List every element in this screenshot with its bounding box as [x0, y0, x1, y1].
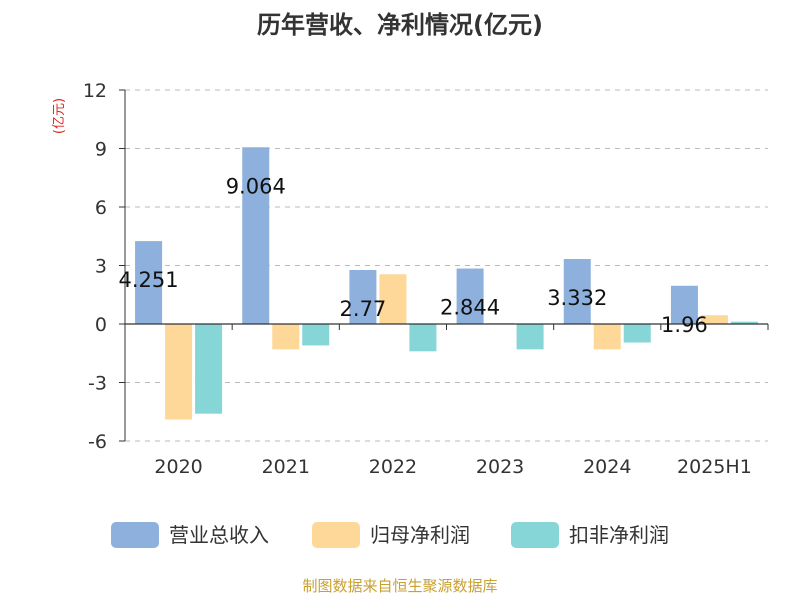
bar-2-3: [516, 324, 544, 350]
legend-swatch: [312, 522, 360, 548]
legend-swatch: [111, 522, 159, 548]
bar-0-3: [456, 268, 484, 324]
bar-2-4: [623, 324, 651, 343]
bar-1-5: [700, 315, 728, 324]
bar-0-1: [242, 147, 270, 324]
bar-2-0: [195, 324, 223, 414]
legend-label: 扣非净利润: [569, 523, 669, 547]
data-label: 2.77: [340, 297, 387, 321]
y-tick-label: 0: [95, 314, 107, 336]
y-tick-label: 3: [95, 256, 107, 278]
x-tick-label: 2023: [476, 456, 524, 478]
data-label: 9.064: [226, 174, 286, 198]
y-tick-label: -3: [88, 373, 107, 395]
bars-group: [135, 147, 758, 420]
y-tick-label: 9: [95, 139, 107, 161]
legend-label: 归母净利润: [370, 523, 470, 547]
bar-0-2: [349, 269, 377, 324]
x-tick-label: 2020: [154, 456, 202, 478]
bar-2-1: [302, 324, 330, 346]
y-tick-label: 12: [83, 80, 107, 102]
y-axis-label: (亿元): [52, 98, 67, 134]
x-tick-label: 2022: [369, 456, 417, 478]
bar-2-2: [409, 324, 437, 352]
bar-0-0: [135, 241, 163, 324]
chart-title: 历年营收、净利情况(亿元): [257, 11, 543, 39]
data-label: 2.844: [440, 296, 500, 320]
bar-1-1: [272, 324, 300, 350]
data-label: 3.332: [547, 286, 607, 310]
x-tick-label: 2024: [583, 456, 631, 478]
bar-2-5: [730, 321, 758, 324]
legend: 营业总收入 归母净利润 扣非净利润: [111, 522, 669, 548]
bar-0-4: [563, 259, 591, 324]
source-note: 制图数据来自恒生聚源数据库: [302, 577, 497, 595]
data-label: 1.96: [661, 313, 708, 337]
data-label: 4.251: [119, 268, 179, 292]
grid-lines: [125, 89, 768, 442]
y-tick-label: 6: [95, 197, 107, 219]
data-labels-group: 4.251 9.064 2.77 2.844 3.332 1.96: [119, 174, 708, 337]
x-tick-label: 2025H1: [677, 456, 752, 478]
bar-1-4: [593, 324, 621, 350]
legend-label: 营业总收入: [169, 523, 269, 547]
axes-group: -6 -3 0 3 6 9 12 2020 2021 2022 2023 2024 2025H1: [83, 80, 769, 478]
legend-swatch: [511, 522, 559, 548]
bar-1-0: [165, 324, 193, 420]
bar-1-2: [379, 274, 407, 324]
y-tick-label: -6: [88, 431, 107, 453]
bar-0-5: [670, 285, 698, 324]
x-tick-label: 2021: [262, 456, 310, 478]
